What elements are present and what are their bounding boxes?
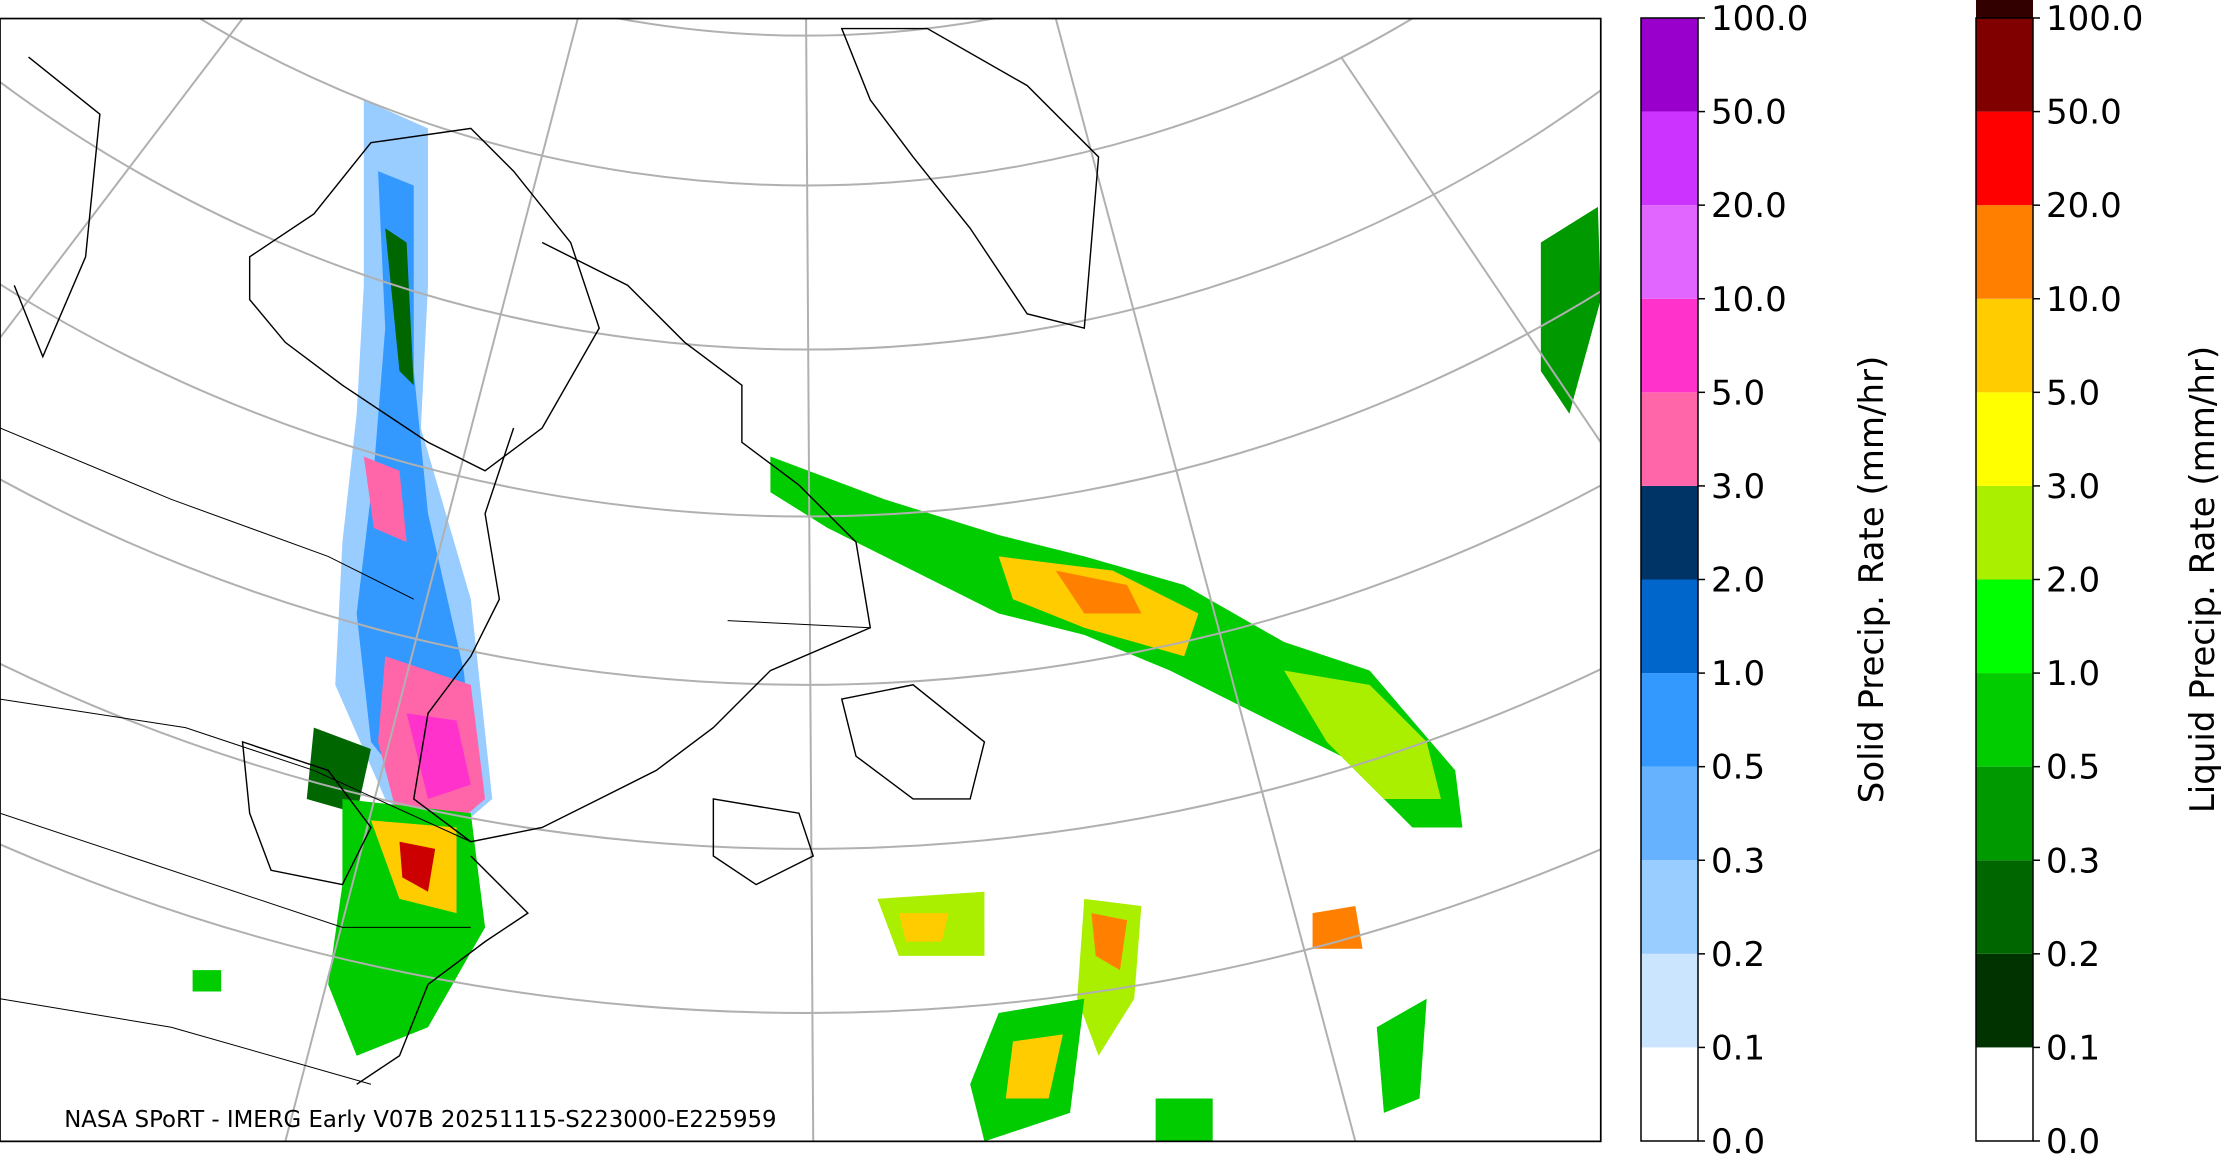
colorbar-segment <box>1641 953 1698 1048</box>
colorbar-tick-label: 0.5 <box>2046 748 2100 788</box>
colorbar-tick-label: 1.0 <box>1711 654 1765 694</box>
map: NASA SPoRT - IMERG Early V07B 20251115-S… <box>0 17 1602 1143</box>
colorbar-tick-label: 20.0 <box>1711 186 1787 226</box>
colorbar-segment <box>1976 953 2033 1048</box>
colorbar-tick-label: 0.2 <box>1711 935 1765 975</box>
colorbar-segment <box>1976 485 2033 580</box>
colorbar-label: Solid Precip. Rate (mm/hr) <box>1852 356 1892 804</box>
colorbar-tick-label: 5.0 <box>1711 373 1765 413</box>
colorbar-tick-label: 0.3 <box>1711 841 1765 881</box>
colorbar-segment <box>1976 860 2033 954</box>
colorbar-tick-label: 100.0 <box>2046 0 2143 39</box>
colorbar-tick-label: 0.1 <box>2046 1028 2100 1068</box>
colorbar-tick-label: 0.5 <box>1711 748 1765 788</box>
colorbar-segment <box>1976 766 2033 861</box>
colorbar-segment <box>1976 18 2033 112</box>
colorbar-segment <box>1641 1047 1698 1141</box>
colorbar-tick-label: 2.0 <box>2046 561 2100 601</box>
precip-field <box>192 99 1601 1142</box>
colorbar-segment <box>1976 111 2033 206</box>
colorbar-segment <box>1641 205 1698 299</box>
colorbar-tick-label: 20.0 <box>2046 186 2122 226</box>
colorbar-tick-label: 3.0 <box>1711 467 1765 507</box>
colorbar-tick-label: 50.0 <box>2046 93 2122 133</box>
colorbar-tick-label: 0.0 <box>2046 1122 2100 1162</box>
colorbar-segment <box>1641 392 1698 486</box>
footer: NASA SPoRT - IMERG Early V07B 20251115-S… <box>64 1107 776 1133</box>
colorbar-tick-label: 50.0 <box>1711 93 1787 133</box>
colorbar-segment <box>1976 673 2033 767</box>
colorbar-segment <box>1641 298 1698 393</box>
colorbar-tick-label: 100.0 <box>1711 0 1808 39</box>
colorbar-segment <box>1641 766 1698 861</box>
colorbar-tick-label: 1.0 <box>2046 654 2100 694</box>
colorbar-label: Liquid Precip. Rate (mm/hr) <box>2183 346 2223 813</box>
colorbar-segment <box>1976 579 2033 674</box>
colorbar-segment <box>1641 673 1698 767</box>
graticule <box>0 18 1601 1142</box>
colorbar-tick-label: 2.0 <box>1711 561 1765 601</box>
colorbar-segment <box>1641 18 1698 112</box>
colorbar-tick-label: 0.2 <box>2046 935 2100 975</box>
colorbar-segment <box>1976 205 2033 299</box>
colorbar-segment <box>1976 1047 2033 1141</box>
colorbar-segment <box>1641 111 1698 206</box>
colorbar-segment <box>1976 0 2033 18</box>
colorbar-segment <box>1641 579 1698 674</box>
colorbar-tick-label: 3.0 <box>2046 467 2100 507</box>
coastlines <box>0 27 1100 1085</box>
colorbar-tick-label: 10.0 <box>1711 280 1787 320</box>
colorbar-segment <box>1641 485 1698 580</box>
colorbar-segment <box>1976 392 2033 486</box>
colorbar-segment <box>1641 860 1698 954</box>
colorbar-tick-label: 0.0 <box>1711 1122 1765 1162</box>
colorbar-tick-label: 5.0 <box>2046 373 2100 413</box>
colorbar-segment <box>1976 298 2033 393</box>
colorbar-tick-label: 0.3 <box>2046 841 2100 881</box>
colorbar-tick-label: 0.1 <box>1711 1028 1765 1068</box>
colorbar-tick-label: 10.0 <box>2046 280 2122 320</box>
colorbars: 0.0 0.1 0.2 0.3 0.5 1.0 2.0 3.0 5.0 10.0 20.0 50.0 1… <box>1640 0 2223 1162</box>
map-frame <box>0 17 1602 1143</box>
